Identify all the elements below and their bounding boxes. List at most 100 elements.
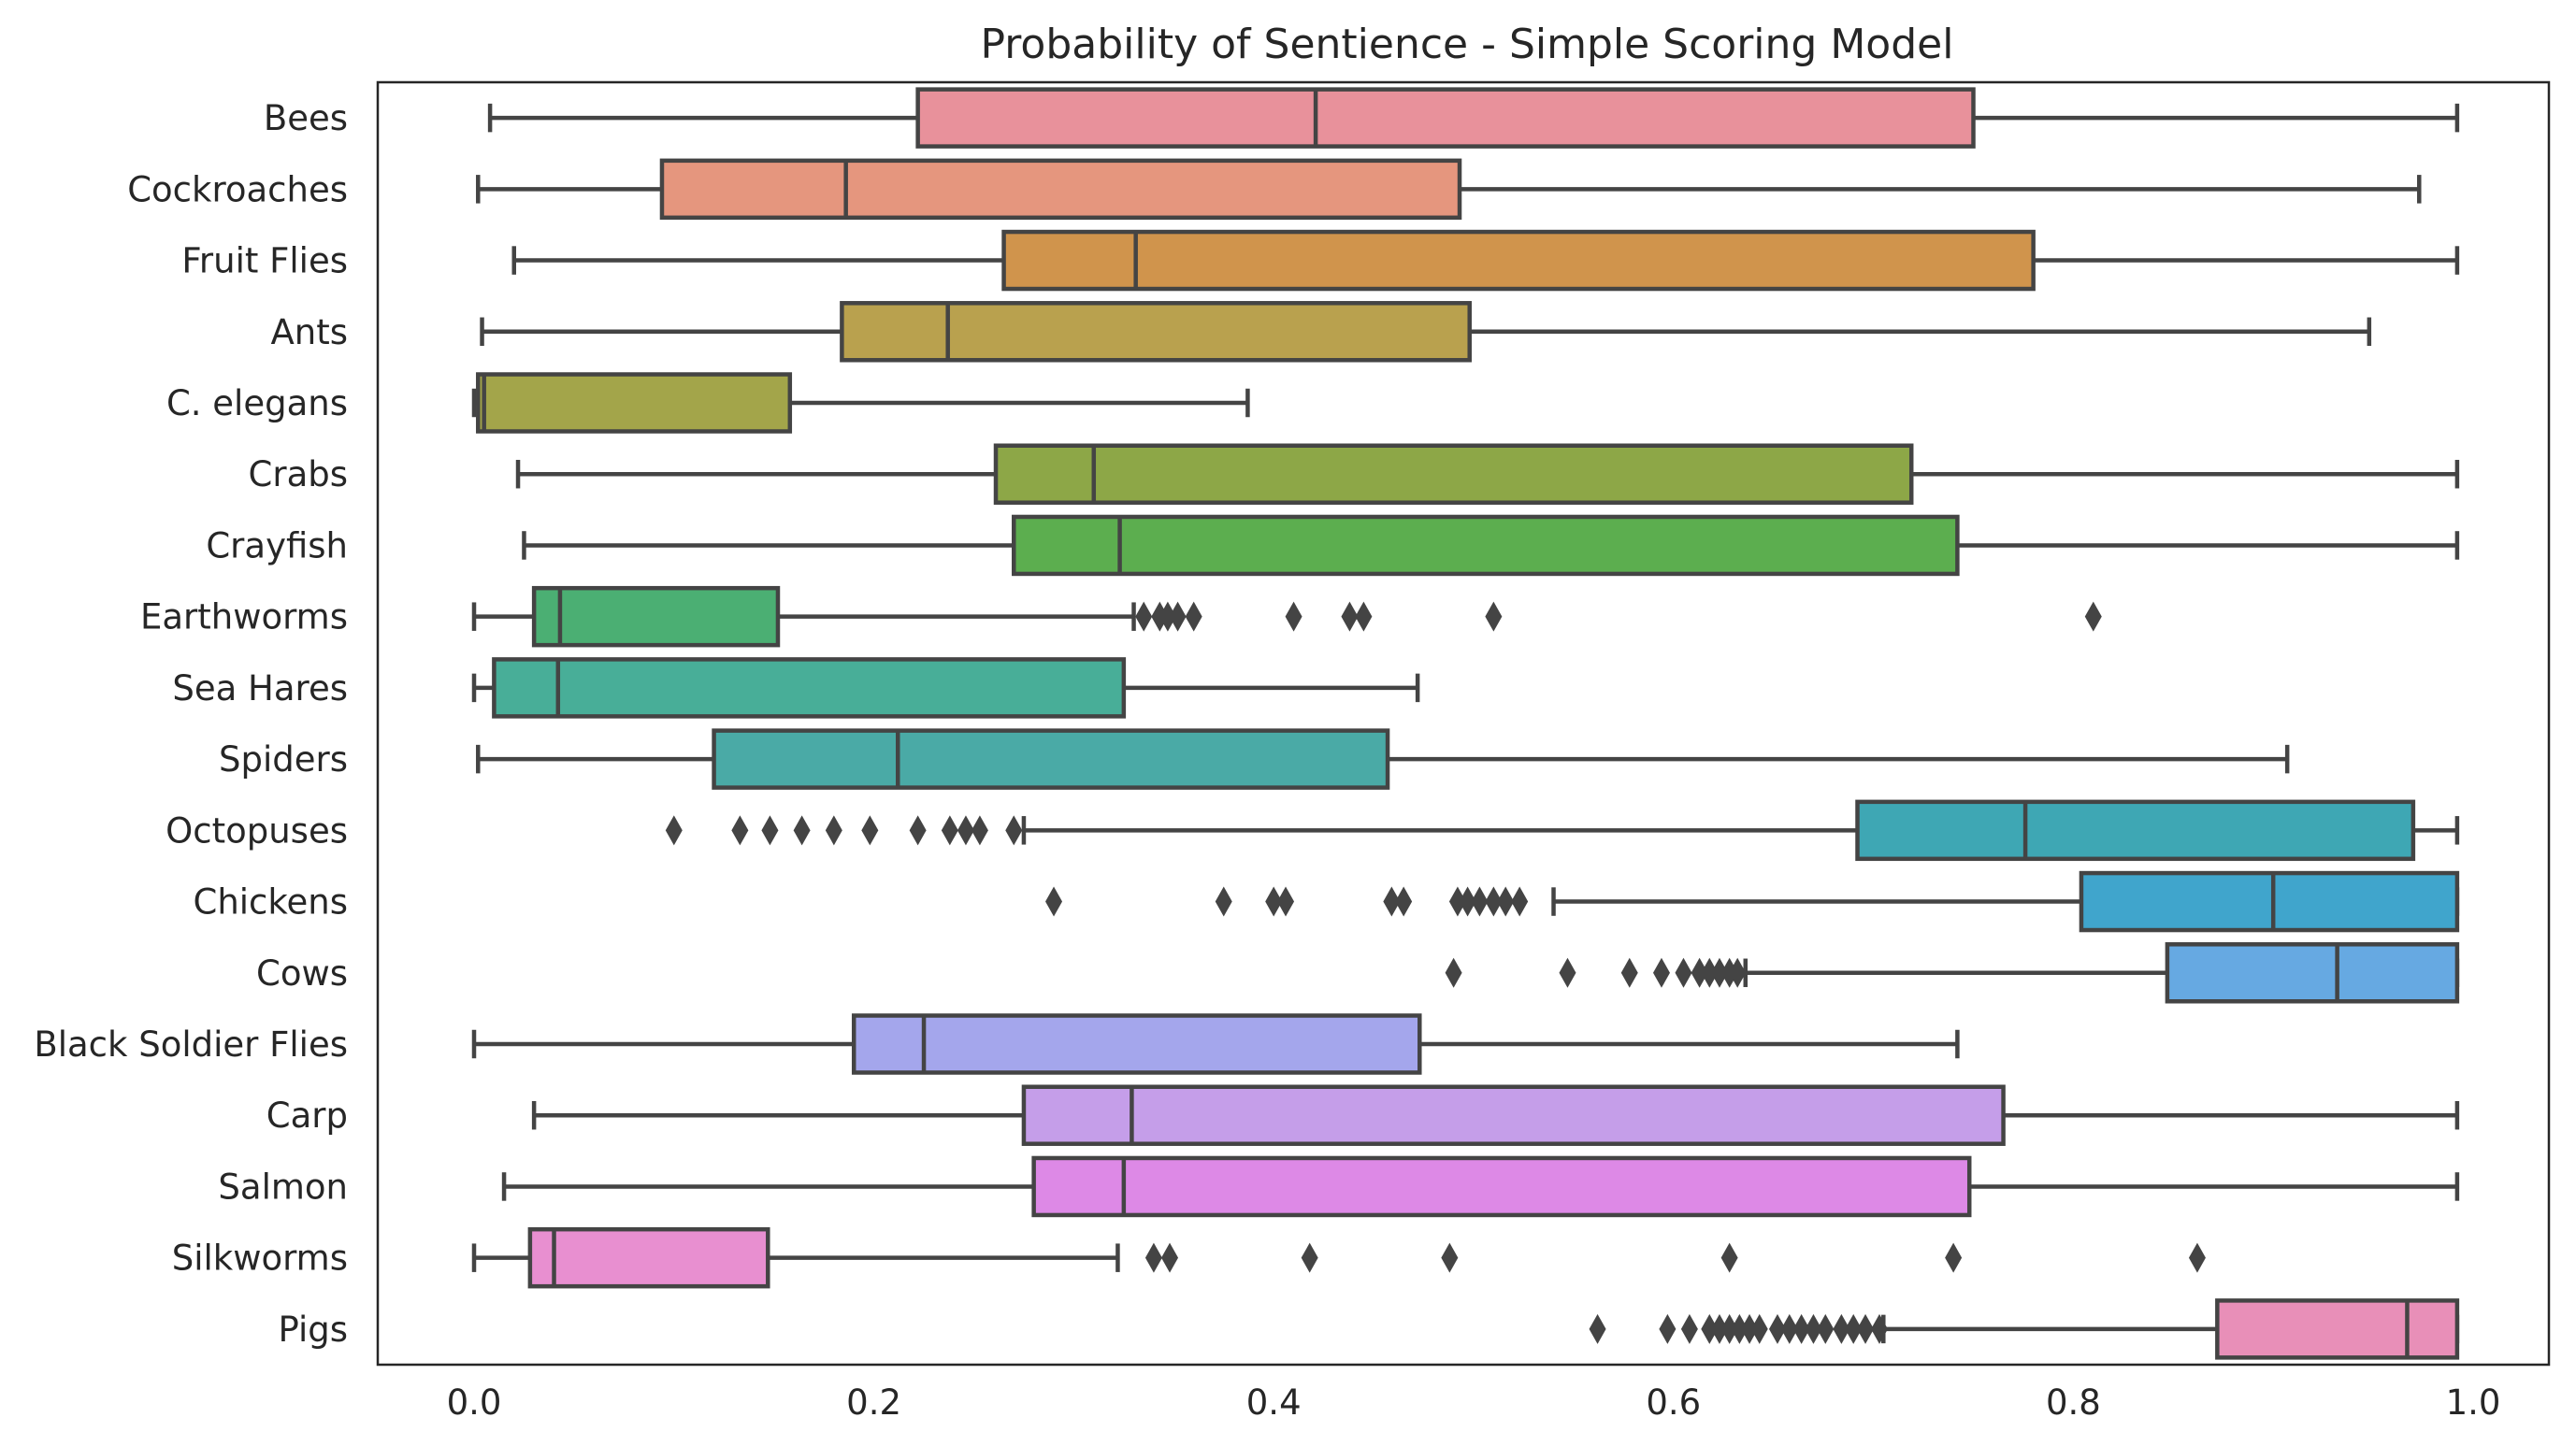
outlier-point [957, 815, 974, 846]
y-tick-label: Bees [264, 98, 348, 138]
outlier-point [1750, 1313, 1768, 1344]
outlier-point [1045, 886, 1063, 917]
outlier-point [2084, 601, 2102, 632]
outlier-point [1710, 957, 1728, 988]
outlier-point [941, 815, 958, 846]
outlier-point [1857, 1313, 1875, 1344]
box-group-earthworms [471, 585, 2102, 648]
outlier-point [825, 815, 842, 846]
outlier-point [1341, 601, 1359, 632]
y-tick-label: Carp [266, 1095, 348, 1136]
box-group-fruit-flies [511, 229, 2460, 292]
outlier-point [1768, 1313, 1786, 1344]
box [840, 301, 1472, 363]
outlier-point [731, 815, 749, 846]
y-tick-label: Chickens [193, 882, 348, 923]
outlier-point [1158, 601, 1176, 632]
x-axis-labels: 0.0 0.2 0.4 0.6 0.8 1.0 [447, 1382, 2501, 1423]
y-tick-label: Salmon [218, 1167, 348, 1207]
box-group-black-soldier-flies [471, 1013, 1960, 1075]
box-group-salmon [501, 1155, 2460, 1218]
outlier-point [1701, 1313, 1719, 1344]
x-tick-label: 0.4 [1246, 1382, 1302, 1423]
outlier-point [1497, 886, 1515, 917]
outlier-point [1729, 957, 1747, 988]
outlier-point [1485, 886, 1503, 917]
outlier-point [1845, 1313, 1863, 1344]
outlier-point [1511, 886, 1529, 917]
box-group-pigs [1589, 1298, 2460, 1360]
outlier-point [1355, 601, 1373, 632]
box [527, 1226, 770, 1289]
x-tick-label: 1.0 [2446, 1382, 2501, 1423]
outlier-point [1780, 1313, 1798, 1344]
box [712, 728, 1390, 790]
outlier-point [1652, 957, 1670, 988]
y-tick-label: Sea Hares [172, 668, 348, 709]
outlier-point [1485, 601, 1503, 632]
box-group-cockroaches [476, 158, 2422, 221]
outlier-point [1559, 957, 1576, 988]
outlier-point [1805, 1313, 1822, 1344]
outlier-point [1589, 1313, 1606, 1344]
outlier-point [1945, 1242, 1963, 1273]
outlier-point [1135, 601, 1153, 632]
outlier-point [1691, 957, 1708, 988]
outlier-point [1285, 601, 1302, 632]
outlier-point [1871, 1313, 1889, 1344]
box-group-silkworms [471, 1226, 2206, 1289]
box-group-ants [480, 301, 2372, 363]
outlier-point [1215, 886, 1232, 917]
outlier-point [1675, 957, 1692, 988]
outlier-point [1720, 1242, 1738, 1273]
box-group-crayfish [522, 514, 2460, 577]
outlier-point [1792, 1313, 1810, 1344]
outlier-point [1701, 957, 1719, 988]
y-tick-label: Pigs [278, 1310, 348, 1350]
outlier-point [1161, 1242, 1179, 1273]
y-axis-labels: Bees Cockroaches Fruit Flies Ants C. elegans… [34, 98, 348, 1350]
outlier-point [1680, 1313, 1698, 1344]
box [492, 657, 1127, 719]
outlier-point [909, 815, 927, 846]
outlier-point [1395, 886, 1413, 917]
outlier-point [1741, 1313, 1759, 1344]
outlier-point [1301, 1242, 1318, 1273]
box [2165, 942, 2460, 1004]
box [1031, 1155, 1972, 1218]
chart-title: Probability of Sentience - Simple Scorin… [981, 21, 1954, 68]
box [1012, 514, 1960, 577]
outlier-point [1471, 886, 1489, 917]
y-tick-label: Silkworms [172, 1238, 348, 1279]
outlier-point [761, 815, 779, 846]
plot-area [471, 87, 2460, 1360]
plot-frame [376, 80, 2551, 1367]
box [659, 158, 1462, 221]
outlier-point [1445, 957, 1462, 988]
box [1855, 799, 2416, 862]
box [476, 372, 793, 434]
x-tick-label: 0.8 [2046, 1382, 2101, 1423]
box [915, 87, 1976, 149]
outlier-point [1720, 1313, 1738, 1344]
outlier-point [1659, 1313, 1677, 1344]
y-tick-label: Octopuses [165, 810, 348, 851]
outlier-point [1144, 1242, 1162, 1273]
box-group-c-elegans [471, 372, 1250, 434]
outlier-point [861, 815, 879, 846]
x-tick-label: 0.0 [447, 1382, 502, 1423]
box [1021, 1084, 2006, 1146]
box-group-cows [1445, 942, 2460, 1004]
outlier-point [665, 815, 683, 846]
outlier-point [1169, 601, 1187, 632]
y-tick-label: Cockroaches [127, 169, 348, 209]
box [2079, 870, 2460, 933]
y-tick-label: Ants [270, 312, 348, 352]
box-group-octopuses [665, 799, 2460, 862]
box-group-chickens [1045, 870, 2460, 933]
box-group-sea-hares [471, 657, 1420, 719]
box [1001, 229, 2036, 292]
outlier-point [1710, 1313, 1728, 1344]
outlier-point [1005, 815, 1023, 846]
outlier-point [1731, 1313, 1749, 1344]
